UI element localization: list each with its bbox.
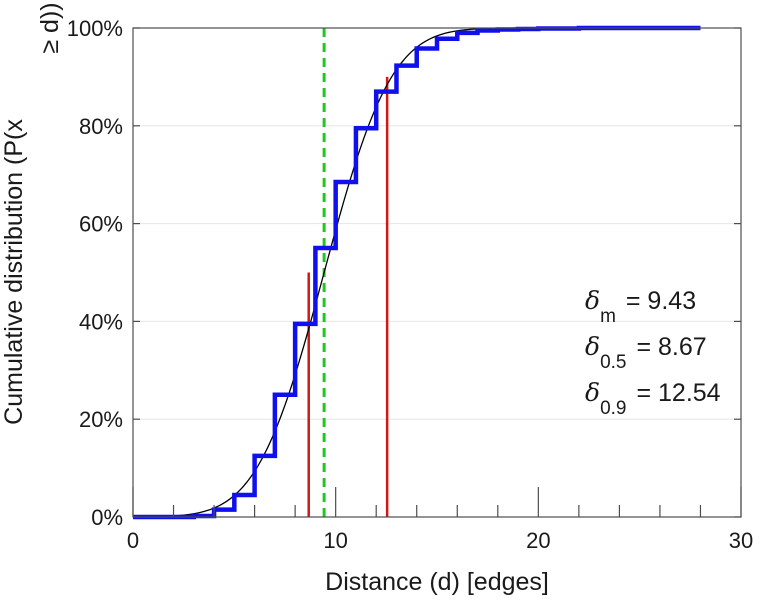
stat-annotation-2: δ0.9 = 12.54 bbox=[585, 378, 721, 419]
y-axis-label-line-2: ≥ d)) bbox=[36, 2, 64, 53]
y-axis-label-line-1: Cumulative distribution (P(x bbox=[0, 119, 28, 425]
x-tick-label-1: 10 bbox=[323, 528, 347, 553]
y-tick-label-3: 60% bbox=[79, 212, 123, 237]
y-tick-label-4: 80% bbox=[79, 114, 123, 139]
y-tick-label-0: 0% bbox=[91, 505, 123, 530]
y-tick-label-1: 20% bbox=[79, 407, 123, 432]
y-tick-label-2: 40% bbox=[79, 309, 123, 334]
stat-annotation-1: δ0.5 = 8.67 bbox=[585, 332, 707, 373]
y-axis-label: Cumulative distribution (P(x bbox=[0, 119, 28, 425]
delta-symbol: δ bbox=[585, 286, 600, 315]
x-tick-label-2: 20 bbox=[526, 528, 550, 553]
stat-subscript: m bbox=[600, 306, 616, 327]
x-tick-label-0: 0 bbox=[127, 528, 139, 553]
fitted-cdf-curve bbox=[132, 27, 701, 518]
delta-symbol: δ bbox=[585, 332, 600, 361]
stat-annotation-0: δm = 9.43 bbox=[585, 286, 696, 327]
axis-ticks bbox=[132, 27, 742, 518]
stat-value: = 9.43 bbox=[626, 287, 696, 315]
stat-subscript: 0.9 bbox=[600, 398, 626, 419]
y-axis-label-wrap: ≥ d)) bbox=[36, 2, 64, 53]
series bbox=[132, 25, 701, 520]
plot-frame bbox=[132, 27, 742, 518]
empirical-cdf-step bbox=[133, 25, 701, 520]
delta-symbol: δ bbox=[585, 378, 600, 407]
x-tick-label-3: 30 bbox=[729, 528, 753, 553]
x-axis-label: Distance (d) [edges] bbox=[325, 568, 549, 596]
stat-value: = 12.54 bbox=[636, 379, 720, 407]
stat-subscript: 0.5 bbox=[600, 352, 626, 373]
axis-tick-labels: 0% 20% 40% 60% 80% 100% 0 10 20 30 bbox=[67, 16, 754, 553]
y-tick-label-5: 100% bbox=[67, 16, 123, 41]
stat-value: = 8.67 bbox=[636, 333, 706, 361]
plot-area-border bbox=[132, 27, 742, 518]
